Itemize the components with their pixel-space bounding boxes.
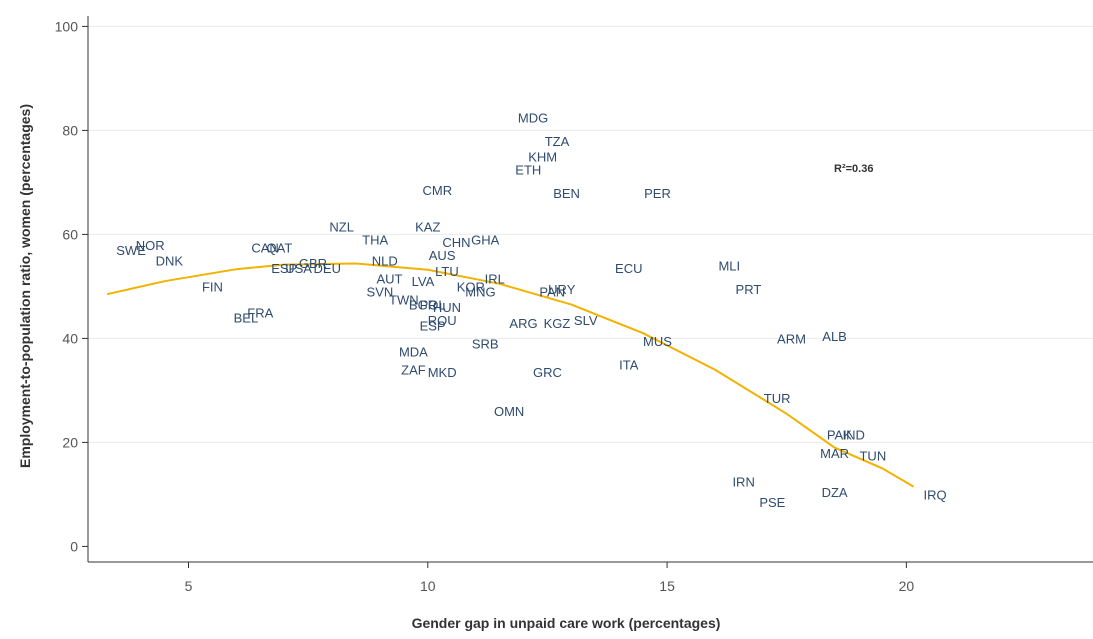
point-label: ALB [822, 329, 847, 344]
point-label: ECU [615, 261, 642, 276]
y-tick-label: 80 [62, 122, 78, 138]
point-label: PRT [736, 282, 762, 297]
point-label: PAN [539, 285, 565, 300]
point-label: GBR [299, 256, 327, 271]
point-label: NLD [372, 253, 398, 268]
point-label: DEU [314, 261, 341, 276]
point-label: KHM [528, 149, 557, 164]
point-label: DZA [822, 485, 848, 500]
data-points: SWENORDNKFINBELFRACANQATESPUSAGBRDEUNZLT… [116, 110, 946, 510]
point-label: SLV [574, 313, 598, 328]
point-label: ZAF [401, 363, 426, 378]
point-label: GHA [471, 233, 500, 248]
point-label: DNK [156, 253, 184, 268]
point-label: MUS [643, 334, 672, 349]
grid-lines [88, 25, 1093, 443]
point-label: POL [420, 298, 446, 313]
point-label: IRN [732, 474, 754, 489]
point-label: AUT [377, 272, 403, 287]
r-squared-annotation: R²=0.36 [834, 163, 873, 175]
point-label: CMR [423, 183, 453, 198]
point-label: KOR [457, 279, 485, 294]
point-label: TWN [389, 292, 419, 307]
point-label: MDA [399, 344, 428, 359]
point-label: MAR [820, 446, 849, 461]
point-label: URY [548, 282, 576, 297]
quadratic-trend-line [106, 262, 915, 488]
x-tick-label: 10 [420, 578, 436, 594]
point-label: ROU [428, 313, 457, 328]
point-label: LVA [412, 274, 435, 289]
point-label: IRQ [924, 487, 947, 502]
y-tick-label: 100 [55, 18, 79, 34]
point-label: BGR [409, 298, 437, 313]
x-axis-title: Gender gap in unpaid care work (percenta… [412, 615, 721, 631]
point-label: HUN [433, 300, 461, 315]
point-label: KGZ [544, 316, 571, 331]
point-label: NZL [329, 220, 354, 235]
point-label: BEL [234, 311, 259, 326]
point-label: IND [843, 428, 865, 443]
point-label: MKD [428, 365, 457, 380]
point-label: AUS [429, 248, 456, 263]
point-label: ARM [777, 331, 806, 346]
point-label: SVN [367, 285, 394, 300]
y-tick-label: 40 [62, 330, 78, 346]
x-tick-label: 5 [185, 578, 193, 594]
point-label: MLI [718, 259, 740, 274]
point-label: NOR [136, 238, 165, 253]
point-label: TUR [764, 391, 791, 406]
point-label: ESP [271, 261, 297, 276]
point-label: PER [644, 186, 671, 201]
point-label: QAT [267, 240, 293, 255]
point-label: TUN [859, 448, 886, 463]
point-label: ESP [420, 318, 446, 333]
point-label: MNG [465, 285, 495, 300]
point-label: MDG [518, 110, 548, 125]
point-label: GRC [533, 365, 562, 380]
point-label: KAZ [415, 220, 440, 235]
y-tick-label: 60 [62, 226, 78, 242]
y-axis-title: Employment-to-population ratio, women (p… [17, 104, 33, 468]
point-label: USA [285, 261, 312, 276]
axes [87, 16, 1093, 563]
point-label: ITA [619, 357, 639, 372]
point-label: FRA [247, 305, 273, 320]
x-tick-label: 15 [659, 578, 675, 594]
ticks: 0 20 40 60 80 100 5 10 15 20 [55, 18, 915, 594]
point-label: SRB [472, 337, 499, 352]
point-label: PSE [759, 495, 785, 510]
y-tick-label: 20 [62, 434, 78, 450]
point-label: IRL [485, 272, 505, 287]
point-label: CHN [442, 235, 470, 250]
point-label: ARG [509, 316, 537, 331]
point-label: OMN [494, 404, 524, 419]
point-label: CAN [251, 240, 278, 255]
x-tick-label: 20 [899, 578, 915, 594]
point-label: SWE [116, 243, 146, 258]
y-tick-label: 0 [70, 538, 78, 554]
point-label: FIN [202, 279, 223, 294]
point-label: LTU [435, 264, 459, 279]
point-label: PAK [827, 428, 852, 443]
point-label: THA [362, 233, 388, 248]
point-label: BEN [553, 186, 580, 201]
point-label: ETH [515, 162, 541, 177]
point-label: TZA [545, 134, 570, 149]
